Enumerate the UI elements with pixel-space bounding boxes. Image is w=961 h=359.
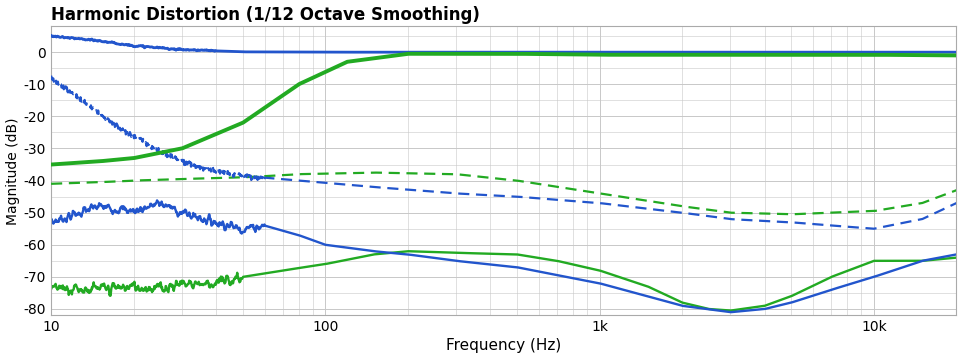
Y-axis label: Magnitude (dB): Magnitude (dB) — [6, 117, 19, 225]
Text: Harmonic Distortion (1/12 Octave Smoothing): Harmonic Distortion (1/12 Octave Smoothi… — [51, 5, 480, 24]
X-axis label: Frequency (Hz): Frequency (Hz) — [446, 339, 561, 354]
